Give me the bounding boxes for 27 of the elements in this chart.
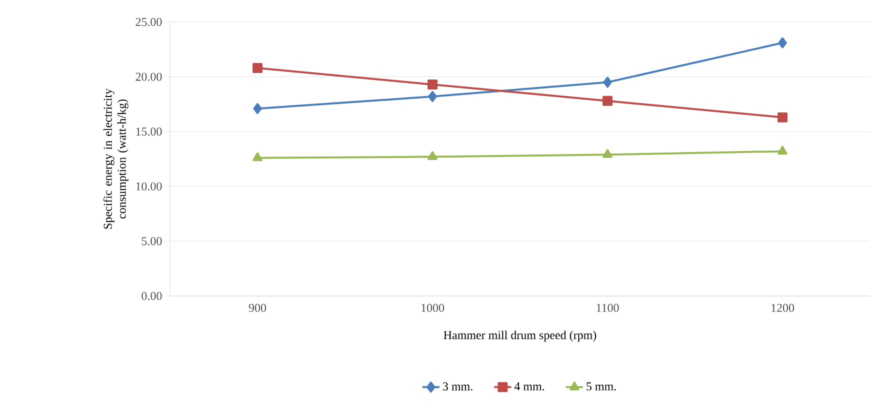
- x-tick-label: 1200: [772, 304, 794, 312]
- point: [428, 151, 438, 160]
- x-axis-title: Hammer mill drum speed (rpm): [444, 330, 596, 342]
- point: [602, 149, 612, 158]
- point: [252, 63, 263, 74]
- point: [428, 79, 438, 90]
- y-tick-label: 25.00: [136, 18, 162, 26]
- point: [602, 96, 612, 106]
- legend-label: 3 mm.: [443, 382, 472, 391]
- y-axis-title: Specific energy in electricity consumption (watt-h/kg): [103, 88, 128, 229]
- x-tick-label: 1000: [422, 304, 444, 312]
- x-tick-label: 900: [248, 304, 266, 312]
- point: [603, 76, 612, 88]
- point: [778, 146, 788, 155]
- legend-label: 5 mm.: [586, 382, 616, 390]
- point: [252, 152, 262, 162]
- point: [253, 103, 262, 114]
- y-tick-label: 0.00: [142, 292, 162, 300]
- point: [428, 91, 437, 102]
- y-tick-label: 5.00: [142, 237, 162, 246]
- y-tick-label: 15.00: [136, 128, 162, 136]
- y-tick-label: 10.00: [136, 182, 162, 190]
- y-tick-label: 20.00: [136, 72, 162, 81]
- legend-label: 4 mm.: [514, 382, 544, 390]
- x-tick-label: 1100: [596, 304, 619, 312]
- point: [778, 112, 788, 122]
- point: [778, 37, 787, 48]
